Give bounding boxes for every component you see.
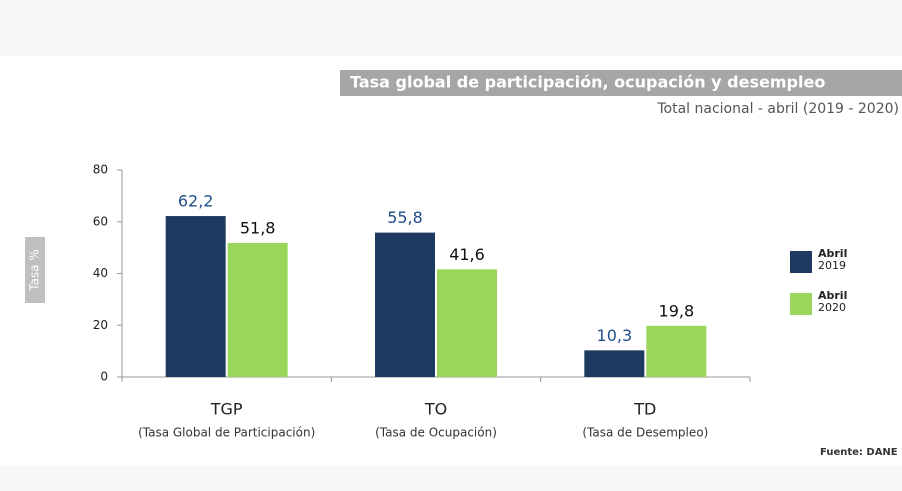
legend-swatch xyxy=(790,251,812,273)
y-tick-label: 0 xyxy=(100,370,108,384)
x-tick-sublabel: (Tasa de Ocupación) xyxy=(375,426,497,440)
y-tick-label: 40 xyxy=(93,266,108,280)
bar xyxy=(227,242,288,377)
bar xyxy=(165,216,226,377)
x-tick-sublabel: (Tasa de Desempleo) xyxy=(582,426,708,440)
x-tick-label: TO xyxy=(424,400,447,419)
y-axis-label: Tasa % xyxy=(28,249,42,292)
bar xyxy=(646,325,707,377)
value-label: 51,8 xyxy=(240,218,276,237)
legend-label: Abril 2020 xyxy=(818,290,848,314)
chart-subtitle: Total nacional - abril (2019 - 2020) xyxy=(656,101,899,117)
y-label-box xyxy=(25,237,45,303)
source: Fuente: DANE xyxy=(820,447,898,458)
x-tick-label: TD xyxy=(633,400,656,419)
chart-title: Tasa global de participación, ocupación … xyxy=(350,73,825,92)
value-label: 55,8 xyxy=(387,208,423,227)
legend-label: Abril 2019 xyxy=(818,248,848,272)
panel xyxy=(0,56,902,466)
y-tick-label: 80 xyxy=(93,163,108,177)
title-box xyxy=(340,70,902,96)
bar xyxy=(584,350,645,377)
value-label: 19,8 xyxy=(659,301,695,320)
x-tick-sublabel: (Tasa Global de Participación) xyxy=(138,426,315,440)
bar xyxy=(437,269,497,377)
value-label: 10,3 xyxy=(597,326,633,345)
legend-entry: Abril 2019 xyxy=(818,248,848,272)
bar xyxy=(375,232,435,377)
x-tick-label: TGP xyxy=(210,400,243,419)
legend-entry: Abril 2020 xyxy=(818,290,848,314)
y-tick-label: 20 xyxy=(93,318,108,332)
value-label: 62,2 xyxy=(178,192,214,211)
legend-swatch xyxy=(790,293,812,315)
y-tick-label: 60 xyxy=(93,214,108,228)
value-label: 41,6 xyxy=(449,245,485,264)
